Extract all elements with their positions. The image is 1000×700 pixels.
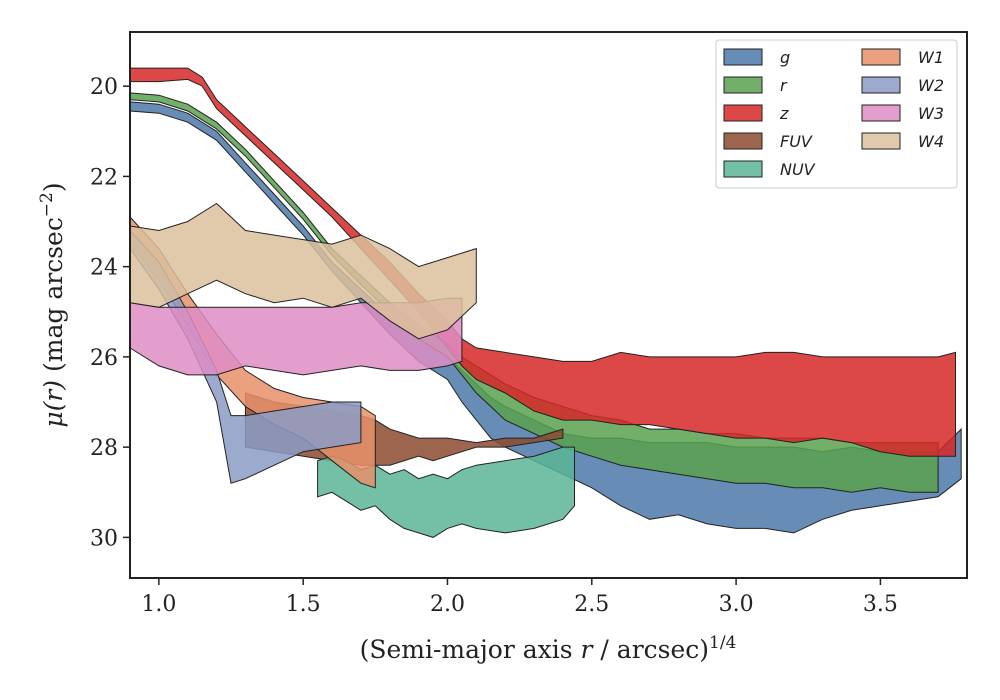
legend-label-nuv: NUV bbox=[780, 160, 816, 179]
legend-label-g: g bbox=[780, 48, 790, 67]
legend-label-r: r bbox=[780, 76, 788, 95]
legend-swatch-nuv bbox=[723, 160, 763, 178]
x-tick-label: 1.0 bbox=[141, 592, 176, 617]
x-axis-label: (Semi-major axis r / arcsec)1/4 bbox=[360, 633, 737, 664]
y-tick-label: 24 bbox=[90, 256, 118, 281]
x-tick-label: 3.5 bbox=[863, 592, 898, 617]
area-w3 bbox=[129, 297, 463, 376]
x-tick-label: 1.5 bbox=[286, 592, 321, 617]
y-ticks: 20 22 24 26 28 30 bbox=[90, 75, 130, 551]
legend-label-fuv: FUV bbox=[780, 132, 813, 151]
x-tick-label: 2.0 bbox=[430, 592, 465, 617]
plot-frame bbox=[129, 31, 968, 579]
y-tick-label: 26 bbox=[90, 346, 118, 371]
legend-swatch-w4 bbox=[861, 132, 901, 150]
legend-swatch-w2 bbox=[861, 76, 901, 94]
y-tick-label: 30 bbox=[90, 526, 118, 551]
legend-swatch-z bbox=[723, 104, 763, 122]
legend: grz FUV NUV W1 W2 W3 W4 bbox=[715, 39, 958, 189]
legend-label-w4: W4 bbox=[918, 132, 944, 151]
legend-label-z: z bbox=[779, 104, 789, 123]
area-w4 bbox=[129, 202, 477, 340]
x-ticks: 1.0 1.5 2.0 2.5 3.0 3.5 bbox=[141, 578, 898, 617]
x-tick-label: 2.5 bbox=[574, 592, 609, 617]
legend-swatch-w3 bbox=[861, 104, 901, 122]
legend-label-w1: W1 bbox=[918, 48, 944, 67]
y-axis-label: μ(r) (mag arcsec−2) bbox=[37, 182, 68, 427]
legend-swatch-g bbox=[723, 48, 763, 66]
y-tick-label: 28 bbox=[90, 436, 118, 461]
x-tick-label: 3.0 bbox=[719, 592, 754, 617]
area-nuv bbox=[317, 446, 575, 538]
legend-label-w2: W2 bbox=[918, 76, 944, 95]
series-areas bbox=[129, 67, 962, 538]
y-tick-label: 22 bbox=[90, 165, 118, 190]
legend-label-w3: W3 bbox=[918, 104, 944, 123]
y-tick-label: 20 bbox=[90, 75, 118, 100]
legend-swatch-r bbox=[723, 76, 763, 94]
legend-swatch-fuv bbox=[723, 132, 763, 150]
legend-swatch-w1 bbox=[861, 48, 901, 66]
